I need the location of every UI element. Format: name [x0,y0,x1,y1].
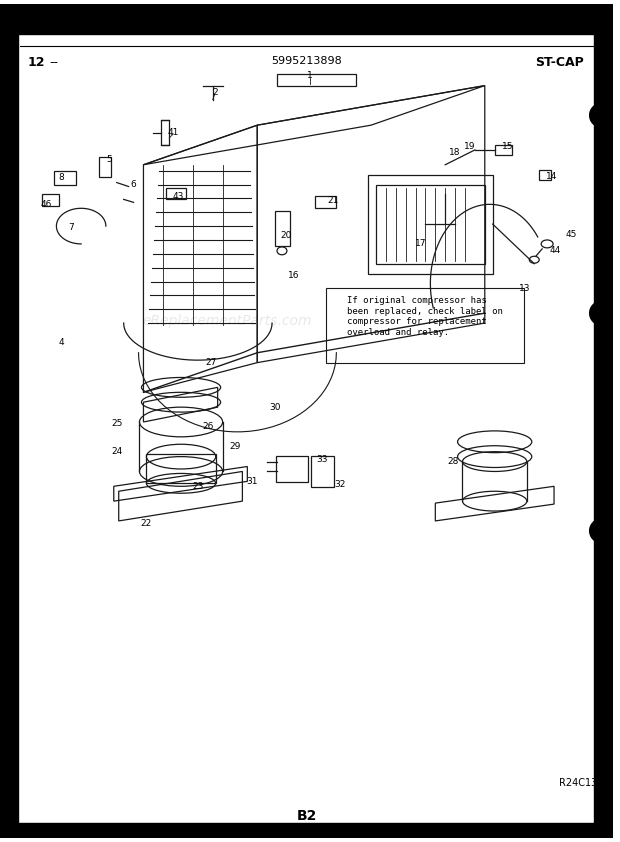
Text: 19: 19 [464,142,476,152]
Bar [368,174,493,274]
Text: 7: 7 [68,222,74,232]
Text: 29: 29 [230,442,241,451]
Text: 12: 12 [28,56,45,69]
Text: 44: 44 [549,247,560,255]
Text: 18: 18 [450,148,461,157]
Text: 15: 15 [502,142,513,152]
Text: 20: 20 [280,232,291,241]
Text: 31: 31 [247,477,258,486]
Bar [0,4,18,838]
Text: B2: B2 [296,809,317,823]
Text: --: -- [50,56,58,69]
Text: ST-CAP: ST-CAP [535,56,583,69]
Text: 28: 28 [448,457,459,466]
Text: 45: 45 [565,230,577,238]
Bar [376,184,485,264]
Bar [55,171,76,184]
Circle shape [590,519,613,543]
Text: 25: 25 [111,419,122,429]
Text: 46: 46 [41,200,52,209]
Text: 32: 32 [335,480,346,489]
Text: 16: 16 [288,271,299,280]
Text: 2: 2 [212,88,218,97]
Text: 4: 4 [58,338,64,348]
Text: 33: 33 [316,455,327,464]
Bar [0,823,613,838]
Text: 22: 22 [141,520,152,529]
Text: 43: 43 [172,192,184,201]
Text: 5995213898: 5995213898 [272,56,342,66]
Bar [275,211,290,246]
Text: 13: 13 [518,284,530,293]
Text: 5: 5 [106,155,112,164]
Bar [539,170,551,179]
Text: 26: 26 [202,423,213,431]
Text: 30: 30 [269,402,281,412]
Bar [42,195,60,206]
Text: 23: 23 [192,482,203,491]
Text: 6: 6 [131,180,136,189]
Bar [99,157,111,177]
Circle shape [590,301,613,325]
Bar [0,4,613,35]
Text: eReplacementParts.com: eReplacementParts.com [143,314,312,328]
Text: 41: 41 [167,128,179,136]
Text: 17: 17 [415,239,426,248]
Text: 8: 8 [58,173,64,182]
Text: 24: 24 [111,447,122,456]
Bar [146,454,216,483]
Text: 1: 1 [307,72,312,80]
Bar [277,74,356,86]
Bar [314,196,337,208]
Text: 27: 27 [205,358,216,367]
Bar [161,120,169,145]
Text: R24C1389: R24C1389 [559,778,609,788]
Bar [166,188,186,200]
Bar [593,4,613,838]
Bar [495,145,513,155]
Bar [327,289,525,363]
Text: If original compressor has
been replaced, check label on
compressor for replacem: If original compressor has been replaced… [347,296,503,337]
Circle shape [590,104,613,127]
Text: 14: 14 [546,172,558,181]
Text: 21: 21 [328,196,339,205]
